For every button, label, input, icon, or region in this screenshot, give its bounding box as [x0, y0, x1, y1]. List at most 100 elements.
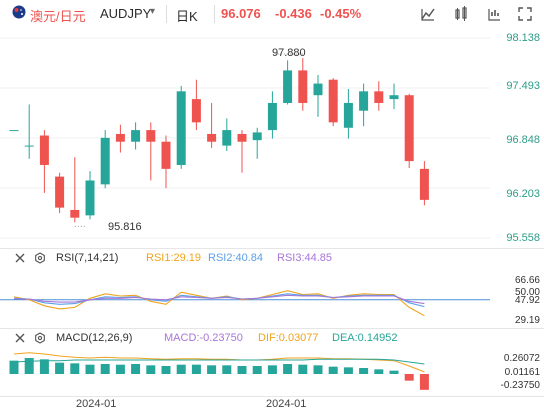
dif-value: DIF:0.03077 — [258, 332, 319, 344]
macd-axis-label: 0.26072 — [503, 353, 540, 364]
macd-bar — [313, 365, 323, 374]
candle-body — [146, 130, 156, 142]
candle-body — [222, 130, 232, 146]
candle-body — [252, 132, 262, 141]
macd-chart — [9, 352, 429, 390]
macd-bar — [374, 369, 384, 374]
last-price: 96.076 — [221, 6, 261, 21]
x-axis-label: 2024-01 — [266, 398, 307, 410]
macd-bar — [9, 360, 19, 374]
macd-bar — [237, 366, 247, 374]
settings-icon[interactable] — [34, 252, 46, 267]
settings-icon[interactable] — [34, 332, 46, 347]
candle-body — [131, 130, 141, 142]
candle-body — [359, 91, 369, 111]
rsi-chart — [0, 290, 490, 317]
candle-body — [55, 176, 65, 208]
macd-title: MACD(12,26,9) — [56, 332, 133, 344]
dea-value: DEA:0.14952 — [332, 332, 398, 344]
macd-bar — [298, 364, 308, 374]
price-axis-label: 98.138 — [506, 32, 540, 44]
macd-bar — [389, 370, 399, 374]
rsi3-value: RSI3:44.85 — [277, 252, 333, 264]
candle-body — [374, 91, 384, 103]
candle-body — [207, 133, 217, 142]
x-axis-label: 2024-01 — [76, 398, 117, 410]
macd-bar — [55, 362, 65, 374]
macd-bar — [328, 366, 338, 374]
macd-bar — [131, 364, 141, 374]
rsi1-value: RSI1:29.19 — [146, 252, 202, 264]
candle-body — [191, 99, 201, 123]
symbol-code[interactable]: AUDJPY — [100, 6, 152, 21]
symbol-name[interactable]: 澳元/日元 — [30, 9, 86, 24]
panel-divider — [0, 328, 544, 329]
macd-bar — [100, 364, 110, 374]
dea-line — [13, 358, 425, 365]
macd-bar — [419, 374, 429, 390]
candle-body — [313, 83, 323, 96]
hide-icon[interactable] — [14, 252, 26, 267]
candle-body — [389, 95, 399, 100]
macd-bar — [176, 364, 186, 374]
rsi-legend: RSI(7,14,21) RSI1:29.19 RSI2:40.84 RSI3:… — [0, 250, 544, 268]
divider — [214, 5, 215, 23]
macd-bar — [207, 365, 217, 374]
divider — [166, 5, 167, 23]
rsi2-value: RSI2:40.84 — [208, 252, 264, 264]
candle-body — [24, 145, 34, 147]
rsi-axis-label: 50.00 — [514, 287, 540, 298]
macd-bar — [146, 365, 156, 374]
rsi-axis-label: 66.66 — [514, 275, 540, 286]
timeframe-selector[interactable]: 日K — [176, 9, 198, 24]
candle-body — [419, 168, 429, 200]
panel-divider — [0, 248, 544, 249]
candle-body — [267, 102, 277, 131]
macd-bar — [115, 364, 125, 374]
price-axis-label: 97.493 — [506, 80, 540, 92]
macd-axis-label: -0.23750 — [500, 380, 540, 391]
macd-bar — [85, 364, 95, 374]
indicator-icon[interactable] — [451, 4, 471, 24]
macd-bar — [359, 368, 369, 374]
candle-body — [328, 79, 338, 123]
candle-body — [85, 180, 95, 216]
macd-bar — [343, 367, 353, 374]
price-change-pct: -0.45% — [320, 6, 362, 21]
macd-bar — [222, 365, 232, 374]
price-change: -0.436 — [275, 6, 312, 21]
candlestick-chart[interactable] — [0, 28, 544, 248]
fullscreen-icon[interactable] — [515, 4, 535, 24]
macd-bar — [252, 366, 262, 374]
candle-body — [115, 133, 125, 142]
panel-divider — [0, 396, 544, 397]
candle-body — [343, 102, 353, 128]
rsi-line-rsi3 — [14, 294, 425, 305]
candle-body — [161, 141, 171, 169]
candle-body — [100, 137, 110, 185]
candle-body — [404, 95, 414, 162]
hide-icon[interactable] — [14, 332, 26, 347]
candle-body — [237, 133, 247, 142]
chart-style-icon[interactable] — [418, 4, 438, 24]
compare-icon[interactable] — [484, 4, 504, 24]
candle-body — [70, 209, 80, 218]
rsi-title: RSI(7,14,21) — [56, 252, 119, 264]
candle-body — [9, 130, 19, 132]
price-axis-label: 95.558 — [506, 232, 540, 244]
macd-bar — [70, 363, 80, 374]
macd-bar — [161, 366, 171, 374]
price-axis-label: 96.848 — [506, 134, 540, 146]
macd-bar — [283, 364, 293, 374]
macd-value: MACD:-0.23750 — [164, 332, 243, 344]
candle-body — [298, 70, 308, 103]
macd-legend: MACD(12,26,9) MACD:-0.23750 DIF:0.03077 … — [0, 330, 544, 348]
chevron-down-icon[interactable]: ▾ — [150, 6, 156, 17]
candle-body — [176, 91, 186, 165]
macd-bar — [191, 364, 201, 374]
toolbar: 澳元/日元 AUDJPY ▾ 日K 96.076 -0.436 -0.45% — [0, 0, 544, 28]
high-marker-label: 97.880 — [272, 47, 306, 59]
candle-body — [283, 70, 293, 103]
macd-axis-label: 0.01161 — [504, 367, 540, 378]
macd-bar — [267, 365, 277, 374]
